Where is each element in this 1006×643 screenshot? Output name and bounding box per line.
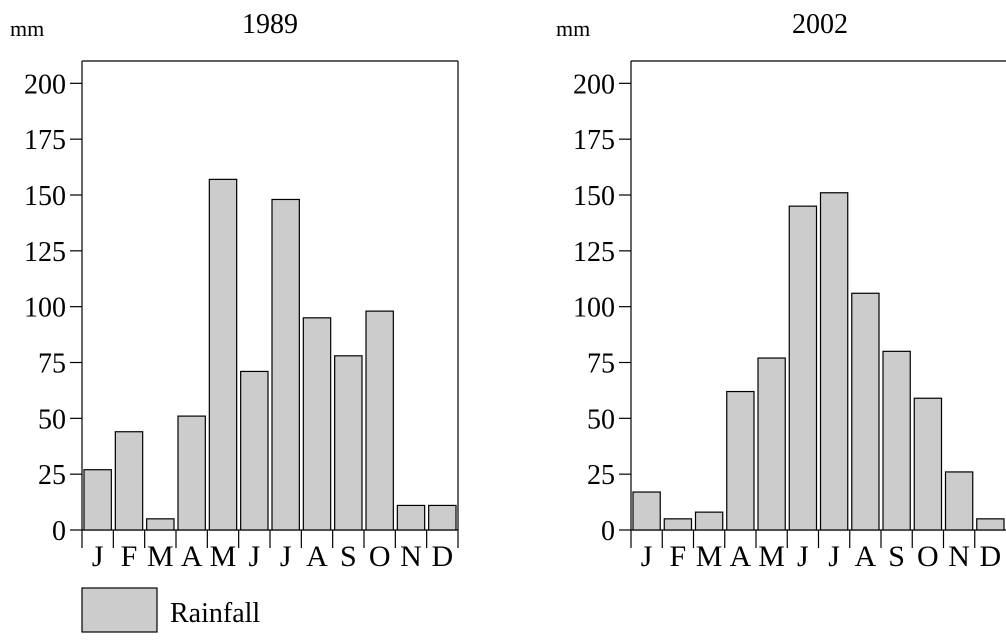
y-tick-label: 175 (573, 125, 615, 156)
x-tick-label: O (917, 540, 939, 573)
y-tick-label: 75 (38, 349, 66, 380)
y-tick-label: 125 (24, 237, 66, 268)
x-tick-label: A (306, 540, 328, 573)
x-tick-label: M (696, 540, 723, 573)
bar-m-4 (757, 357, 786, 531)
x-tick-label: D (431, 540, 453, 573)
y-tick-label: 100 (573, 293, 615, 324)
bar-o-9 (365, 310, 394, 531)
x-tick-label: O (369, 540, 391, 573)
plot-frame (630, 60, 1006, 531)
y-tick-label: 175 (24, 125, 66, 156)
y-tick-label: 200 (573, 69, 615, 100)
bar-f-1 (663, 518, 693, 531)
x-tick-label: A (181, 540, 203, 573)
bar-m-4 (208, 178, 238, 531)
bar-s-8 (334, 355, 363, 531)
y-unit-label: mm (10, 16, 44, 41)
x-tick-label: M (210, 540, 237, 573)
x-tick-label: J (92, 540, 104, 573)
bar-s-8 (882, 350, 911, 531)
bar-j-5 (240, 370, 269, 531)
x-tick-label: N (948, 540, 970, 573)
y-tick-label: 50 (587, 404, 615, 435)
x-tick-label: J (641, 540, 653, 573)
x-tick-label: N (400, 540, 422, 573)
bar-n-10 (944, 471, 974, 531)
bar-f-1 (114, 431, 144, 531)
x-tick-label: S (340, 540, 357, 573)
bar-a-7 (851, 292, 880, 531)
x-tick-label: F (670, 540, 687, 573)
bar-m-2 (146, 518, 175, 531)
bar-j-6 (819, 192, 849, 531)
chart-title: 2002 (792, 9, 848, 40)
y-tick-label: 25 (587, 460, 615, 491)
y-tick-label: 25 (38, 460, 66, 491)
y-unit-label: mm (556, 16, 590, 41)
x-tick-label: J (797, 540, 809, 573)
bar-j-6 (271, 198, 300, 531)
x-tick-label: J (828, 540, 840, 573)
x-tick-label: D (980, 540, 1002, 573)
x-tick-label: M (147, 540, 174, 573)
legend-swatch (81, 587, 158, 633)
y-tick-label: 125 (573, 237, 615, 268)
bar-j-0 (632, 491, 661, 531)
y-tick-label: 150 (573, 181, 615, 212)
x-tick-label: S (888, 540, 905, 573)
x-tick-label: M (758, 540, 785, 573)
y-tick-label: 100 (24, 293, 66, 324)
bar-m-2 (694, 511, 724, 531)
bar-a-7 (302, 317, 332, 531)
bar-a-3 (726, 390, 755, 531)
legend: Rainfall (81, 587, 260, 633)
y-tick-label: 150 (24, 181, 66, 212)
x-tick-label: F (121, 540, 138, 573)
chart-title: 1989 (242, 9, 298, 40)
x-tick-label: J (280, 540, 292, 573)
y-tick-label: 200 (24, 69, 66, 100)
bar-j-5 (788, 205, 818, 531)
y-tick-label: 75 (587, 349, 615, 380)
x-tick-label: A (855, 540, 877, 573)
legend-label: Rainfall (170, 598, 260, 629)
bar-d-11 (976, 518, 1005, 531)
bar-n-10 (396, 504, 426, 531)
y-tick-label: 50 (38, 404, 66, 435)
x-tick-label: J (248, 540, 260, 573)
x-tick-label: A (730, 540, 752, 573)
bar-o-9 (913, 397, 943, 531)
y-tick-label: 0 (601, 516, 615, 547)
bar-a-3 (177, 415, 206, 531)
y-tick-label: 0 (52, 516, 66, 547)
bar-d-11 (428, 504, 457, 531)
bar-j-0 (83, 469, 112, 531)
